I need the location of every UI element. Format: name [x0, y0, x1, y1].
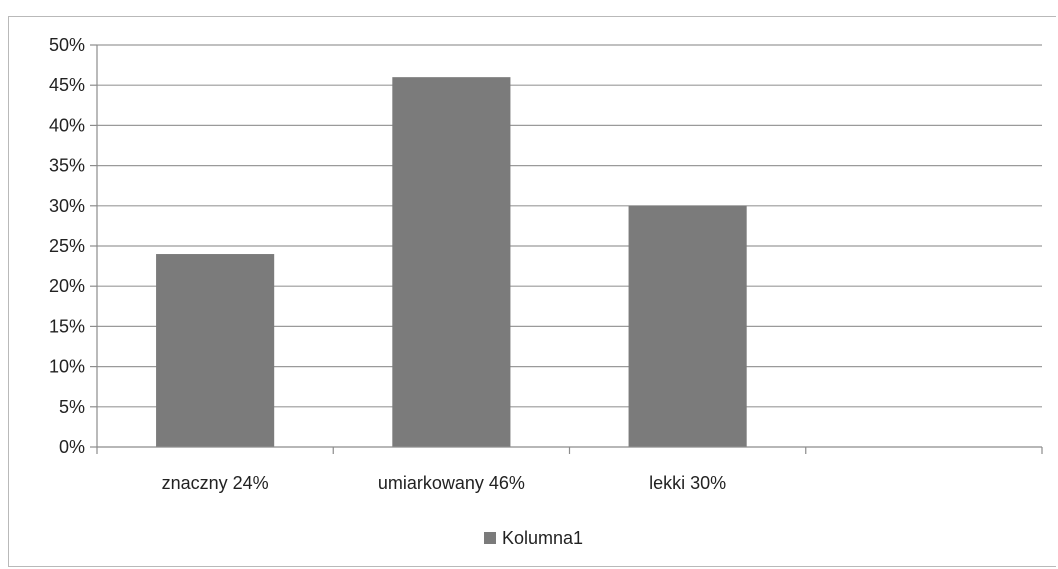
y-axis-ticks: 0% 5% 10% 15% 20% 25% 30% 35% 40% 45% 50% — [49, 35, 97, 457]
y-tick-label: 10% — [49, 357, 85, 377]
legend-label: Kolumna1 — [502, 528, 583, 548]
y-tick-label: 45% — [49, 75, 85, 95]
y-tick-label: 40% — [49, 115, 85, 135]
y-tick-label: 5% — [59, 397, 85, 417]
axes — [96, 45, 1043, 454]
y-tick-label: 25% — [49, 236, 85, 256]
bar — [628, 205, 747, 447]
y-tick-label: 15% — [49, 316, 85, 336]
y-tick-label: 0% — [59, 437, 85, 457]
legend: Kolumna1 — [484, 528, 583, 548]
y-tick-label: 30% — [49, 196, 85, 216]
x-category-label: znaczny 24% — [162, 473, 269, 493]
x-category-label: umiarkowany 46% — [378, 473, 525, 493]
y-tick-label: 35% — [49, 156, 85, 176]
y-tick-label: 50% — [49, 35, 85, 55]
legend-swatch — [484, 532, 496, 544]
bars — [156, 77, 747, 447]
x-category-label: lekki 30% — [649, 473, 726, 493]
bar — [392, 77, 511, 447]
y-tick-label: 20% — [49, 276, 85, 296]
x-axis-categories: znaczny 24% umiarkowany 46% lekki 30% — [162, 473, 727, 493]
bar — [156, 254, 275, 447]
